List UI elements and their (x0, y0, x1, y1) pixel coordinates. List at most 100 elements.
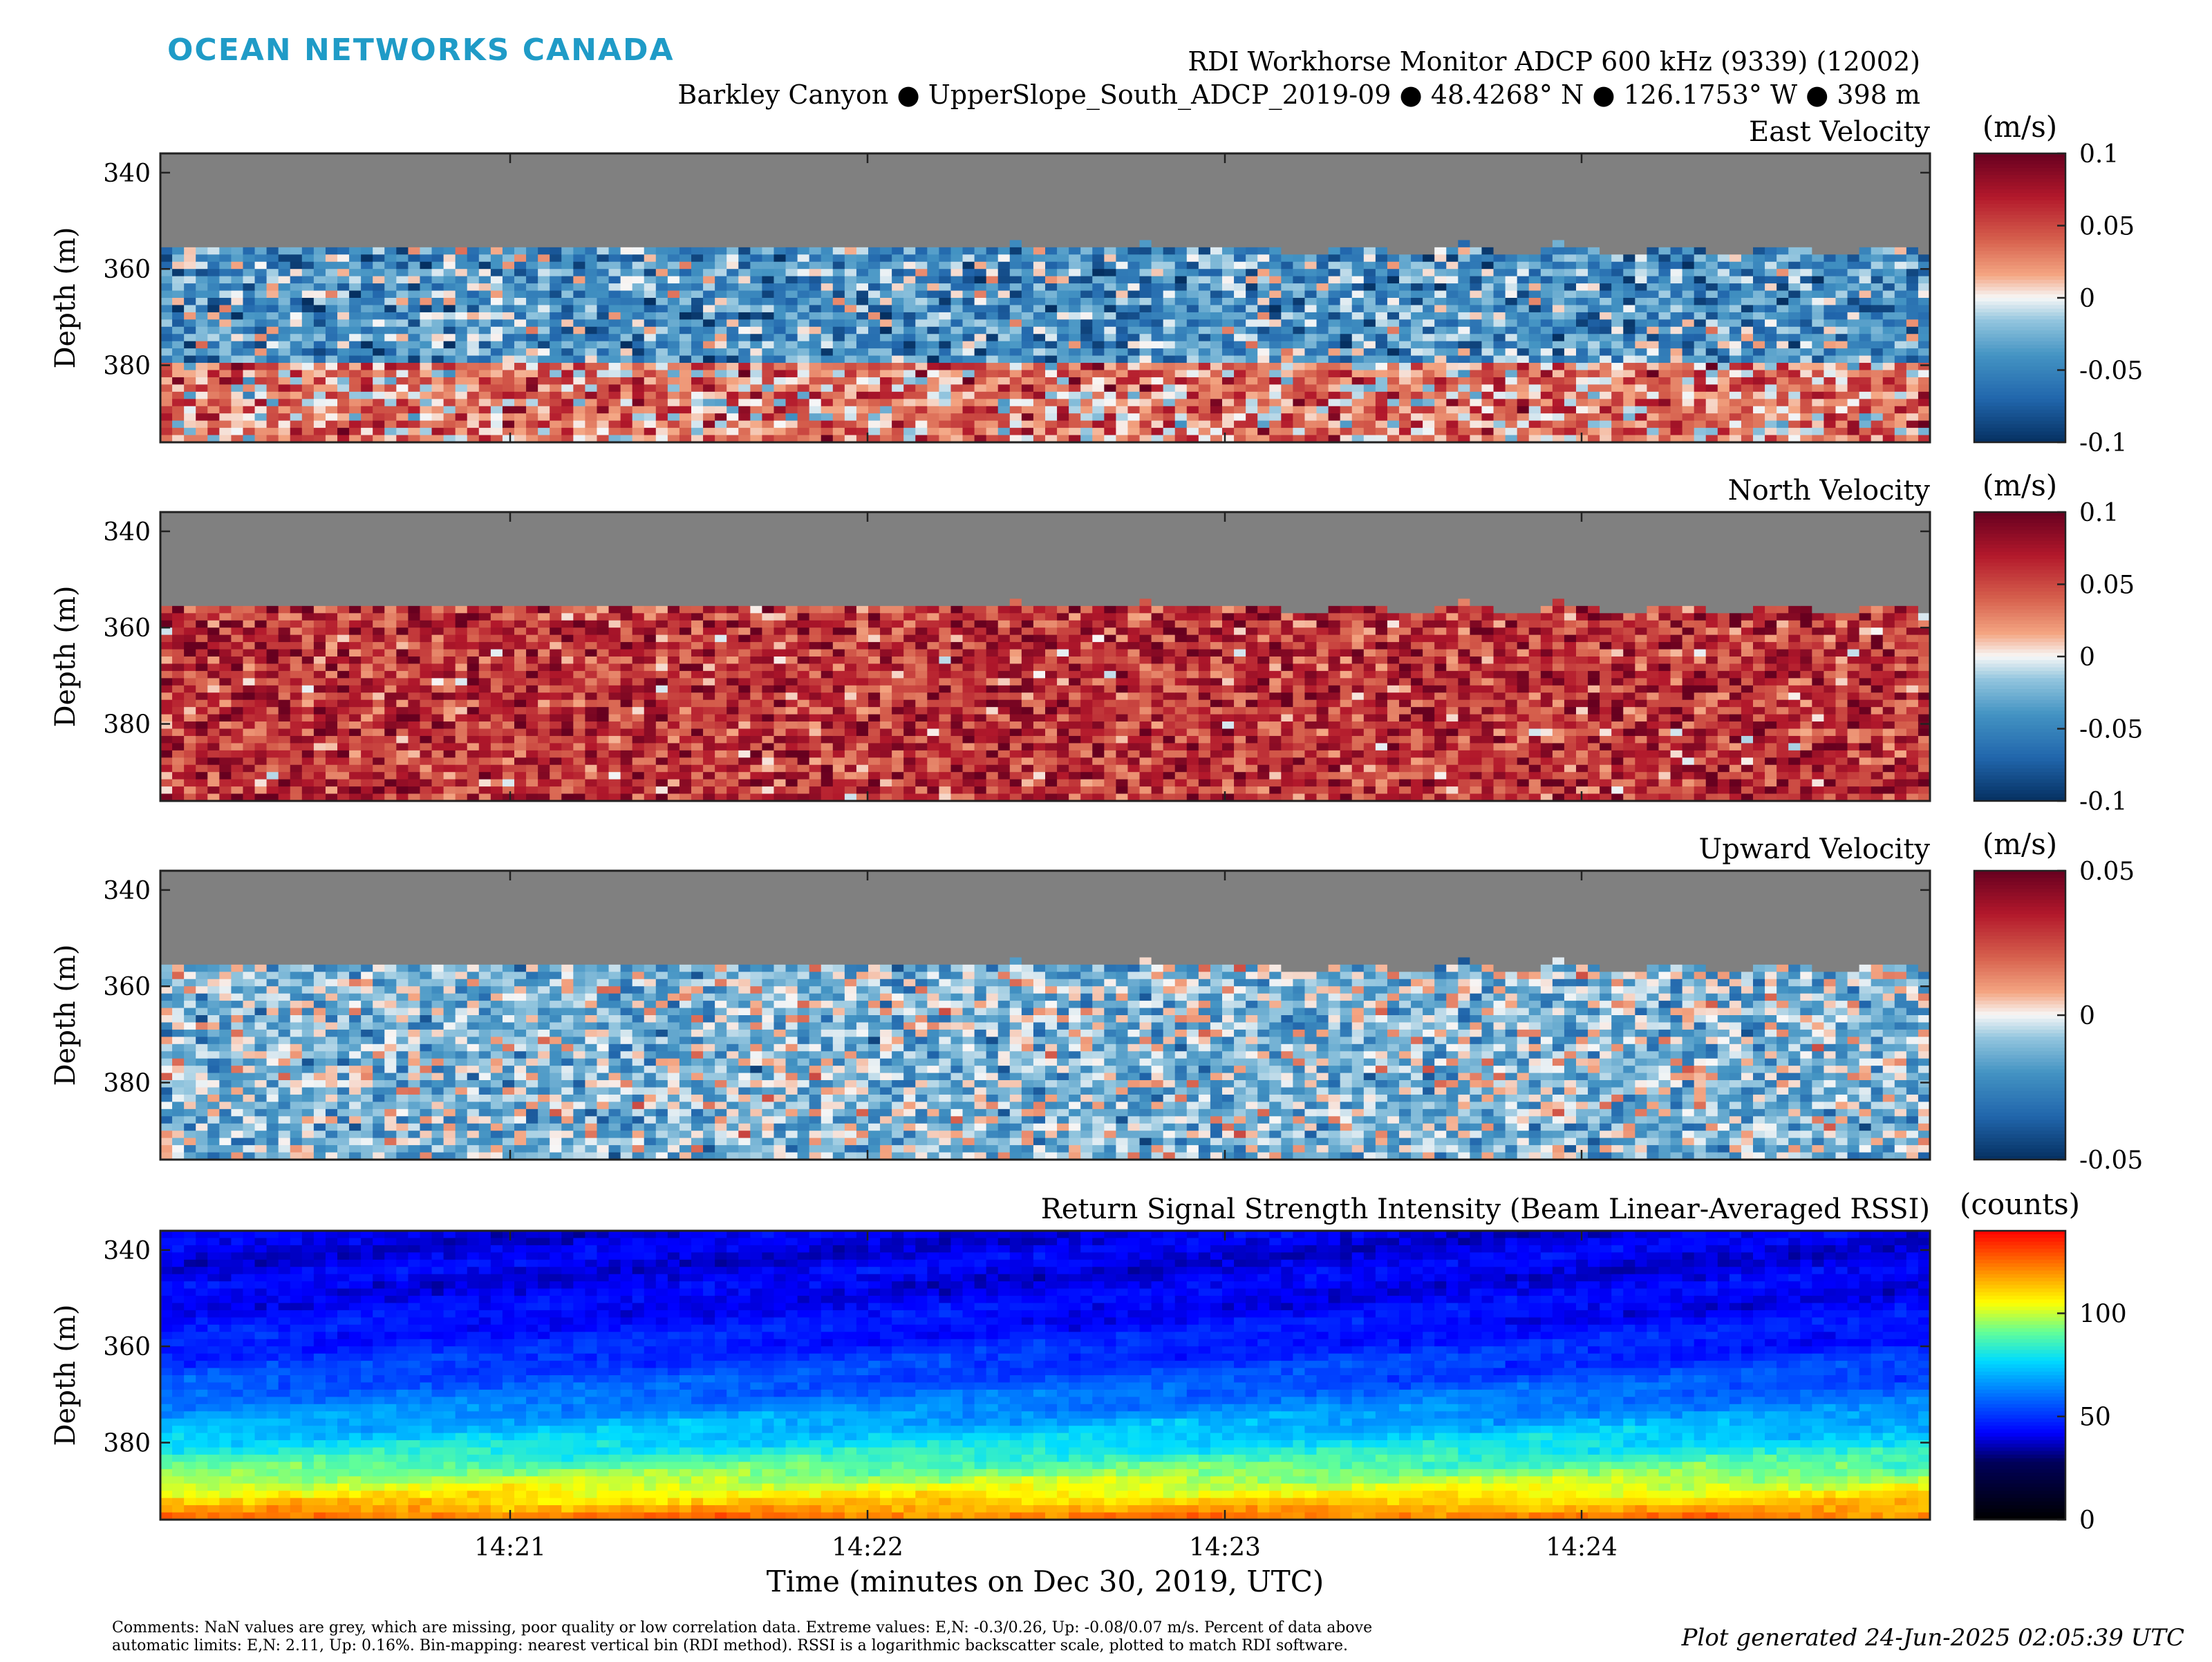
figure-title: RDI Workhorse Monitor ADCP 600 kHz (9339… (1188, 46, 1920, 77)
heatmap-cell (396, 283, 409, 292)
heatmap-cell (821, 196, 834, 205)
heatmap-cell (880, 312, 892, 320)
heatmap-cell (856, 276, 869, 284)
heatmap-cell (620, 420, 633, 428)
heatmap-cell (927, 196, 939, 205)
heatmap-cell (738, 428, 751, 436)
heatmap-cell (892, 420, 904, 428)
heatmap-cell (1399, 334, 1412, 342)
heatmap-cell (785, 319, 798, 328)
heatmap-cell (349, 319, 362, 328)
heatmap-cell (1576, 182, 1588, 190)
heatmap-cell (679, 269, 692, 277)
heatmap-cell (797, 348, 810, 357)
heatmap-cell (1057, 298, 1069, 306)
heatmap-cell (679, 363, 692, 371)
heatmap-cell (313, 160, 326, 169)
heatmap-cell (184, 413, 196, 422)
heatmap-cell (1033, 290, 1046, 299)
heatmap-cell (254, 290, 268, 299)
heatmap-cell (774, 160, 787, 169)
heatmap-cell (939, 261, 952, 270)
heatmap-cell (1611, 160, 1624, 169)
heatmap-cell (1281, 153, 1293, 162)
heatmap-cell (290, 420, 303, 428)
heatmap-cell (1281, 182, 1293, 190)
heatmap-cell (301, 254, 315, 263)
heatmap-cell (219, 225, 232, 234)
heatmap-cell (1104, 326, 1116, 334)
heatmap-cell (1198, 391, 1211, 399)
heatmap-cell (337, 232, 350, 240)
heatmap-cell (266, 355, 279, 363)
heatmap-cell (1434, 218, 1447, 227)
heatmap-cell (1375, 420, 1388, 428)
heatmap-cell (1623, 261, 1635, 270)
heatmap-cell (207, 413, 220, 422)
heatmap-cell (1493, 319, 1506, 328)
heatmap-cell (1151, 232, 1164, 240)
heatmap-cell (1505, 326, 1518, 334)
heatmap-cell (667, 428, 680, 436)
heatmap-cell (1517, 363, 1530, 371)
heatmap-cell (950, 232, 964, 240)
heatmap-cell (655, 363, 668, 371)
heatmap-cell (254, 254, 268, 263)
heatmap-cell (1351, 182, 1365, 190)
heatmap-cell (1458, 377, 1470, 385)
heatmap-cell (266, 254, 279, 263)
heatmap-cell (502, 391, 515, 399)
heatmap-cell (1623, 211, 1635, 219)
heatmap-cell (1588, 298, 1600, 306)
heatmap-cell (478, 247, 491, 255)
heatmap-cell (1234, 167, 1246, 176)
heatmap-cell (809, 290, 822, 299)
heatmap-cell (1611, 218, 1624, 227)
heatmap-cell (1021, 218, 1034, 227)
heatmap-cell (797, 175, 810, 183)
heatmap-cell (620, 247, 633, 255)
heatmap-cell (1576, 370, 1588, 378)
heatmap-cell (1281, 298, 1293, 306)
heatmap-cell (962, 225, 975, 234)
heatmap-cell (1210, 290, 1223, 299)
heatmap-cell (254, 334, 268, 342)
heatmap-cell (892, 384, 904, 393)
heatmap-cell (160, 334, 173, 342)
heatmap-cell (1057, 167, 1069, 176)
heatmap-cell (962, 435, 975, 443)
heatmap-cell (1540, 247, 1553, 255)
heatmap-cell (774, 218, 787, 227)
heatmap-cell (502, 355, 515, 363)
heatmap-cell (927, 334, 939, 342)
heatmap-cell (1069, 167, 1081, 176)
heatmap-cell (738, 355, 751, 363)
heatmap-cell (1434, 204, 1447, 212)
heatmap-cell (1210, 384, 1223, 393)
heatmap-cell (1387, 290, 1400, 299)
heatmap-cell (1116, 319, 1129, 328)
heatmap-cell (1611, 211, 1624, 219)
heatmap-cell (278, 290, 291, 299)
heatmap-cell (727, 196, 739, 205)
heatmap-cell (1375, 341, 1388, 349)
heatmap-cell (620, 370, 633, 378)
heatmap-cell (974, 240, 987, 248)
heatmap-cell (301, 189, 315, 198)
heatmap-cell (620, 167, 633, 176)
heatmap-cell (585, 435, 598, 443)
heatmap-cell (727, 290, 739, 299)
heatmap-cell (196, 370, 208, 378)
heatmap-cell (538, 232, 550, 240)
heatmap-cell (1316, 420, 1329, 428)
heatmap-cell (1139, 196, 1152, 205)
heatmap-cell (313, 370, 326, 378)
heatmap-cell (715, 232, 727, 240)
heatmap-cell (738, 413, 751, 422)
heatmap-cell (196, 334, 208, 342)
heatmap-cell (667, 326, 680, 334)
heatmap-cell (1528, 319, 1541, 328)
heatmap-cell (1411, 204, 1423, 212)
heatmap-cell (1528, 334, 1541, 342)
heatmap-cell (514, 391, 527, 399)
